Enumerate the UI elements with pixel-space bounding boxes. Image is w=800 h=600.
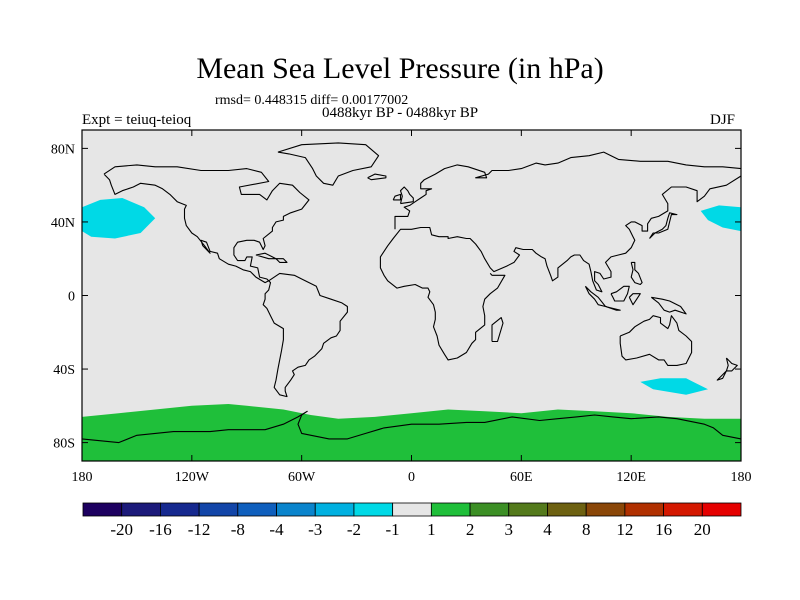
colorbar-label-4: -4	[269, 520, 284, 539]
colorbar-label-2: -12	[188, 520, 211, 539]
colorbar-box-5	[276, 502, 316, 517]
chart-title: Mean Sea Level Pressure (in hPa)	[196, 52, 604, 85]
coastline-11	[649, 212, 678, 239]
coastlines	[81, 142, 742, 444]
coastline-12	[584, 285, 607, 308]
region-3	[82, 404, 741, 461]
coastline-13	[605, 305, 621, 311]
coastline-15	[628, 293, 641, 306]
colorbar-label-11: 4	[543, 520, 552, 539]
coastline-16	[650, 296, 687, 315]
colorbar-box-10	[469, 502, 510, 517]
colorbar-box-6	[314, 502, 355, 517]
colorbar-label-10: 3	[505, 520, 514, 539]
coastline-8	[399, 186, 414, 205]
x-tick-label-3: 0	[408, 470, 415, 485]
colorbar-box-13	[585, 502, 626, 517]
colorbar-box-9	[430, 502, 471, 517]
coastline-2	[262, 272, 348, 398]
coastline-0	[103, 164, 310, 284]
colorbar-label-14: 16	[655, 520, 672, 539]
y-tick-label-4: 80S	[53, 437, 75, 452]
colorbar-label-15: 20	[694, 520, 711, 539]
colorbar-label-9: 2	[466, 520, 475, 539]
colorbar-box-3	[198, 502, 239, 517]
y-tick-label-1: 40N	[51, 216, 75, 231]
stats-subtitle: rmsd= 0.448315 diff= 0.00177002	[215, 93, 409, 108]
colorbar-label-0: -20	[110, 520, 133, 539]
anomaly-regions	[82, 198, 741, 461]
axes: 180 120W 60W 0 60E 120E 180 80N 40N 0 40S 80S	[51, 130, 752, 485]
coastline-20	[81, 410, 742, 444]
x-tick-label-1: 120W	[175, 470, 210, 485]
colorbar-box-15	[663, 502, 703, 517]
coastline-17	[630, 261, 643, 286]
colorbar-label-7: -1	[386, 520, 400, 539]
y-tick-label-2: 0	[68, 290, 75, 305]
y-tick-label-3: 40S	[53, 363, 75, 378]
x-tick-label-4: 60E	[510, 470, 533, 485]
coastline-3	[394, 151, 742, 230]
experiment-label: Expt = teiuq-teioq	[82, 112, 192, 128]
coastline-4	[379, 175, 742, 361]
colorbar-box-8	[392, 502, 432, 517]
coastline-18	[255, 252, 277, 260]
coastline-7	[716, 357, 738, 381]
x-tick-label-2: 60W	[288, 470, 316, 485]
colorbar: -20 -16 -12 -8 -4 -3 -2 -1 1 2 3 4 8 12 16 20	[82, 502, 742, 539]
colorbar-label-3: -8	[231, 520, 245, 539]
coastline-10	[367, 173, 387, 181]
x-tick-label-0: 180	[72, 470, 93, 485]
colorbar-label-12: 8	[582, 520, 591, 539]
y-tick-label-0: 80N	[51, 142, 75, 157]
coastline-6	[619, 315, 693, 366]
period-label: 0488kyr BP - 0488kyr BP	[322, 105, 479, 121]
colorbar-label-13: 12	[616, 520, 633, 539]
colorbar-box-16	[701, 502, 742, 517]
region-2	[640, 378, 708, 395]
coastline-14	[610, 285, 630, 302]
colorbar-box-0	[82, 502, 123, 517]
x-tick-label-5: 120E	[616, 470, 646, 485]
colorbar-label-8: 1	[427, 520, 436, 539]
colorbar-box-2	[160, 502, 200, 517]
colorbar-label-5: -3	[308, 520, 322, 539]
coastline-1	[277, 142, 380, 186]
colorbar-label-1: -16	[149, 520, 172, 539]
region-1	[700, 205, 741, 232]
colorbar-box-11	[508, 502, 548, 517]
season-label: DJF	[710, 112, 736, 128]
colorbar-box-1	[121, 502, 161, 517]
coastline-19	[275, 258, 288, 263]
coastline-5	[491, 317, 504, 343]
x-tick-label-6: 180	[731, 470, 752, 485]
region-0	[82, 198, 156, 239]
colorbar-box-14	[624, 502, 664, 517]
colorbar-box-12	[547, 502, 587, 517]
colorbar-box-7	[353, 502, 394, 517]
colorbar-label-6: -2	[347, 520, 361, 539]
coastline-9	[392, 193, 402, 201]
colorbar-box-4	[237, 502, 277, 517]
